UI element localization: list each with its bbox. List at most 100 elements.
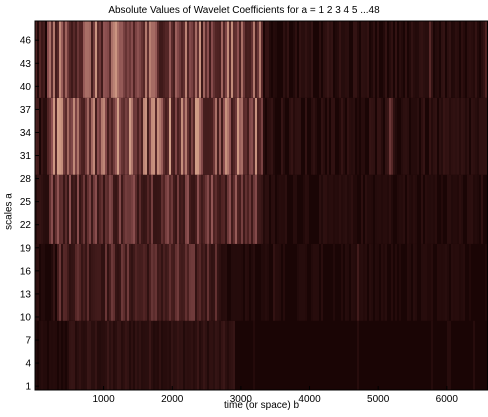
- heatmap-cell: [341, 243, 343, 321]
- heatmap-cell: [193, 21, 195, 98]
- heatmap-cell: [187, 174, 189, 244]
- heatmap-cell: [373, 97, 375, 175]
- heatmap-cell: [167, 320, 169, 390]
- heatmap-cell: [449, 97, 451, 175]
- heatmap-cell: [397, 174, 399, 244]
- heatmap-cell: [253, 320, 255, 390]
- heatmap-cell: [445, 97, 447, 175]
- heatmap-cell: [87, 174, 89, 244]
- heatmap-cell: [65, 243, 67, 321]
- heatmap-cell: [241, 174, 243, 244]
- heatmap-cell: [259, 97, 261, 175]
- heatmap-cell: [75, 174, 77, 244]
- heatmap-cell: [145, 243, 147, 321]
- heatmap-cell: [179, 243, 181, 321]
- heatmap-cell: [35, 243, 37, 321]
- heatmap-cell: [201, 174, 203, 244]
- heatmap-cell: [177, 97, 179, 175]
- heatmap-cell: [167, 174, 169, 244]
- heatmap-cell: [459, 174, 461, 244]
- heatmap-cell: [55, 97, 57, 175]
- chart-title: Absolute Values of Wavelet Coefficients …: [108, 5, 380, 16]
- heatmap-cell: [303, 21, 305, 98]
- heatmap-cell: [113, 243, 115, 321]
- heatmap-cell: [361, 21, 363, 98]
- heatmap-cell: [37, 97, 39, 175]
- heatmap-cell: [83, 243, 85, 321]
- heatmap-cell: [447, 174, 449, 244]
- heatmap-cell: [237, 243, 239, 321]
- heatmap-cell: [449, 174, 451, 244]
- heatmap-cell: [401, 97, 403, 175]
- heatmap-cell: [215, 174, 217, 244]
- heatmap-cell: [409, 174, 411, 244]
- heatmap-cell: [151, 97, 153, 175]
- heatmap-cell: [49, 21, 51, 98]
- heatmap-cell: [283, 21, 285, 98]
- heatmap-cell: [145, 174, 147, 244]
- heatmap-cell: [483, 21, 485, 98]
- heatmap-cell: [347, 21, 349, 98]
- heatmap-cell: [235, 174, 237, 244]
- heatmap-cell: [319, 174, 321, 244]
- heatmap-cell: [273, 21, 275, 98]
- heatmap-cell: [123, 174, 125, 244]
- heatmap-cell: [95, 320, 97, 390]
- heatmap-cell: [435, 174, 437, 244]
- heatmap-cell: [147, 174, 149, 244]
- heatmap-cell: [125, 97, 127, 175]
- heatmap-cell: [261, 21, 263, 98]
- heatmap-cell: [43, 97, 45, 175]
- heatmap-cell: [211, 97, 213, 175]
- heatmap-cell: [161, 243, 163, 321]
- heatmap-cell: [477, 21, 479, 98]
- heatmap-cell: [341, 21, 343, 98]
- heatmap-cell: [177, 243, 179, 321]
- heatmap-cell: [173, 174, 175, 244]
- heatmap-cell: [291, 97, 293, 175]
- heatmap-cell: [353, 97, 355, 175]
- heatmap-cell: [463, 97, 465, 175]
- heatmap-cell: [181, 21, 183, 98]
- heatmap-cell: [455, 21, 457, 98]
- heatmap-cell: [251, 243, 253, 321]
- heatmap-cell: [215, 97, 217, 175]
- heatmap-cell: [99, 320, 101, 390]
- heatmap-cell: [41, 243, 43, 321]
- heatmap-cell: [61, 174, 63, 244]
- heatmap-cell: [111, 174, 113, 244]
- heatmap-cell: [147, 243, 149, 321]
- heatmap-cell: [305, 97, 307, 175]
- heatmap-cell: [125, 174, 127, 244]
- heatmap-cell: [79, 21, 81, 98]
- heatmap-cell: [135, 243, 137, 321]
- heatmap-cell: [95, 243, 97, 321]
- heatmap-cell: [295, 97, 297, 175]
- heatmap-cell: [195, 21, 197, 98]
- heatmap-cell: [209, 243, 211, 321]
- heatmap-cell: [395, 243, 397, 321]
- heatmap-cell: [201, 97, 203, 175]
- heatmap-cell: [377, 21, 379, 98]
- heatmap-cell: [381, 243, 383, 321]
- heatmap-cell: [383, 21, 385, 98]
- heatmap-cell: [423, 97, 425, 175]
- heatmap-cell: [175, 174, 177, 244]
- heatmap-cell: [347, 97, 349, 175]
- heatmap-cell: [105, 97, 107, 175]
- heatmap-cell: [35, 174, 37, 244]
- heatmap-cell: [123, 320, 125, 390]
- heatmap-cell: [151, 243, 153, 321]
- heatmap-cell: [417, 21, 419, 98]
- heatmap-cell: [411, 174, 413, 244]
- heatmap-cell: [307, 174, 309, 244]
- heatmap-cell: [211, 243, 213, 321]
- heatmap-cell: [407, 97, 409, 175]
- heatmap-cell: [55, 174, 57, 244]
- heatmap-cell: [73, 21, 75, 98]
- heatmap-cell: [125, 21, 127, 98]
- heatmap-cell: [177, 21, 179, 98]
- heatmap-cell: [211, 320, 213, 390]
- heatmap-cell: [283, 174, 285, 244]
- heatmap-cell: [141, 320, 143, 390]
